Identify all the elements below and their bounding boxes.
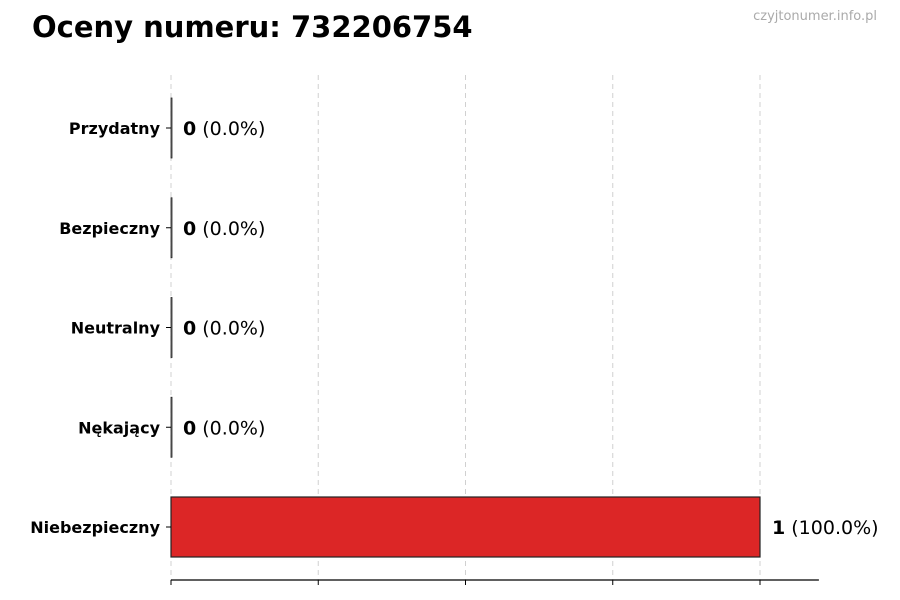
data-label: 0 (0.0%)	[183, 218, 265, 240]
bar-niebezpieczny	[170, 496, 761, 558]
watermark: czyjtonumer.info.pl	[753, 9, 877, 24]
bar-przydatny	[170, 97, 173, 159]
percent-label: (0.0%)	[196, 118, 265, 140]
category-label: Nękający	[78, 418, 160, 437]
value-label: 0	[183, 318, 196, 340]
data-label: 0 (0.0%)	[183, 417, 265, 439]
data-label: 1 (100.0%)	[772, 517, 879, 539]
category-label: Neutralny	[71, 319, 161, 338]
bar-bezpieczny	[170, 197, 173, 259]
data-label: 0 (0.0%)	[183, 318, 265, 340]
value-label: 0	[183, 218, 196, 240]
category-label: Niebezpieczny	[30, 518, 160, 537]
percent-label: (0.0%)	[196, 218, 265, 240]
chart-title: Oceny numeru: 732206754	[32, 10, 473, 44]
value-label: 0	[183, 118, 196, 140]
percent-label: (100.0%)	[785, 517, 878, 539]
category-label: Bezpieczny	[59, 219, 160, 238]
category-label: Przydatny	[69, 119, 161, 138]
value-label: 1	[772, 517, 785, 539]
value-label: 0	[183, 417, 196, 439]
data-label: 0 (0.0%)	[183, 118, 265, 140]
percent-label: (0.0%)	[196, 417, 265, 439]
bar-nękający	[170, 396, 173, 458]
percent-label: (0.0%)	[196, 318, 265, 340]
bar-neutralny	[170, 297, 173, 358]
